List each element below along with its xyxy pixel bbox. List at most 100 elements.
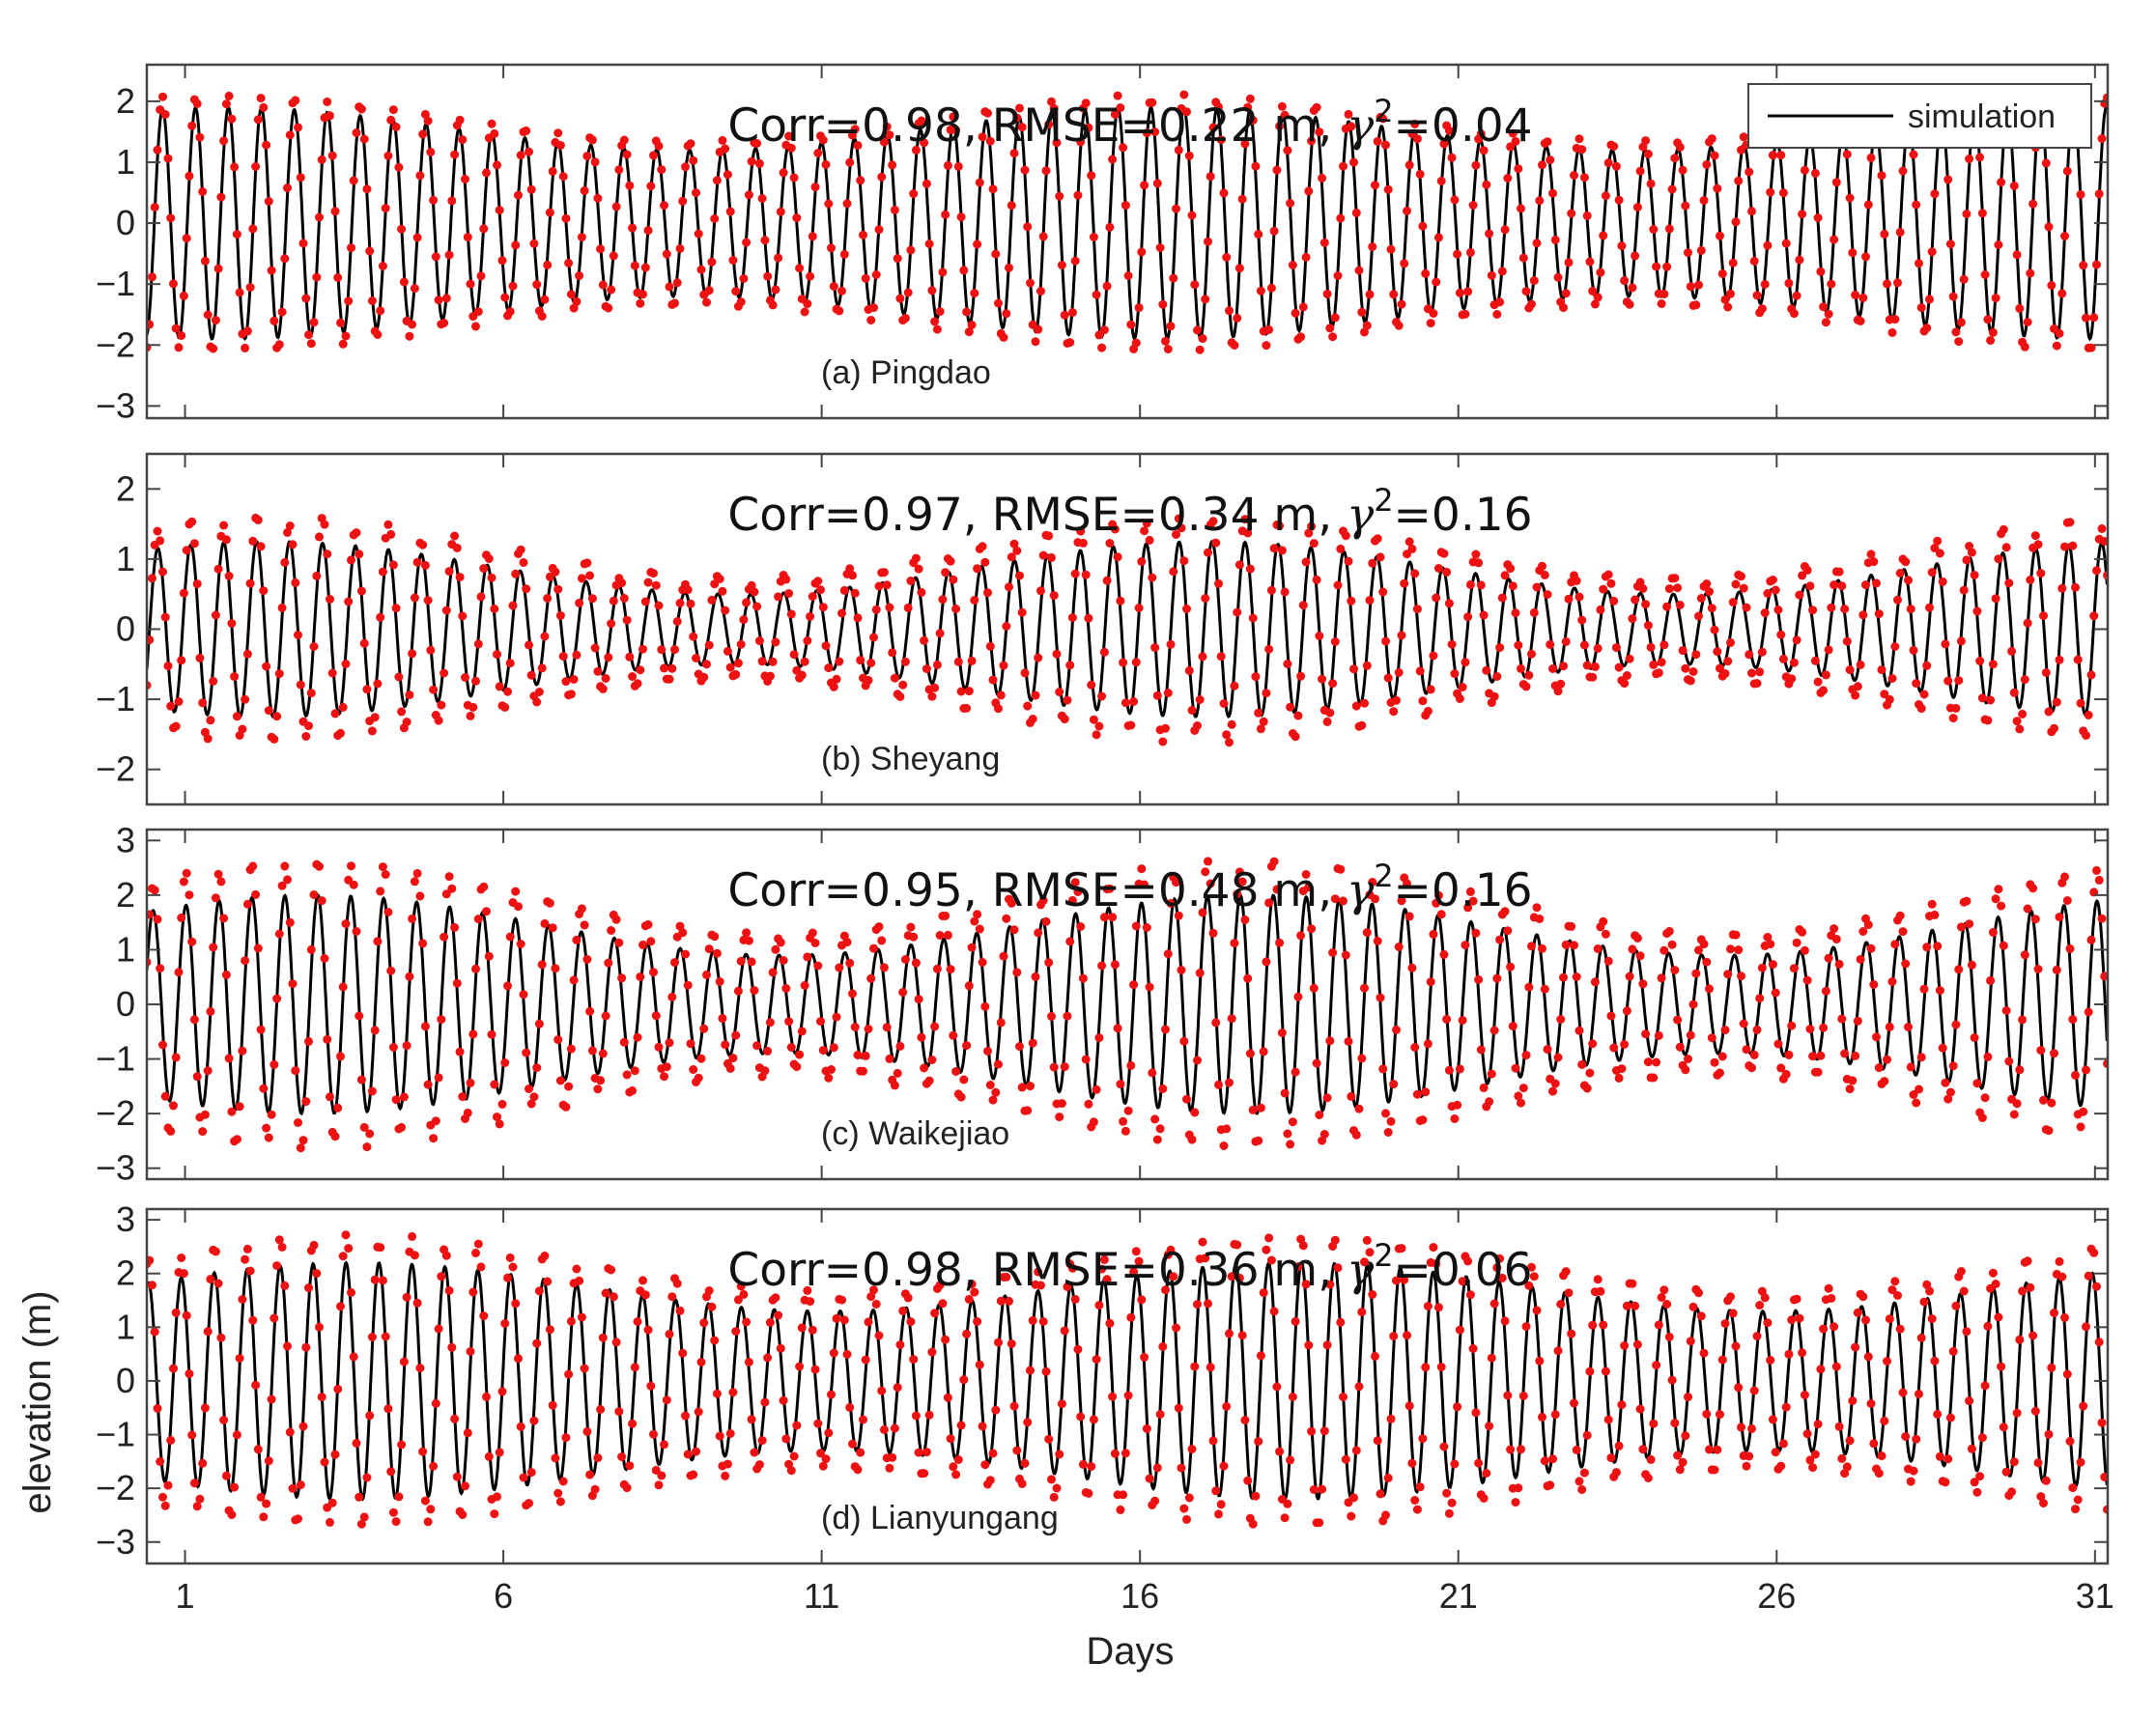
observation-point xyxy=(376,1243,385,1253)
observation-point xyxy=(1432,277,1441,287)
observation-point xyxy=(768,657,778,666)
observation-point xyxy=(1208,1436,1218,1446)
observation-point xyxy=(1158,737,1168,746)
observation-point xyxy=(2050,1049,2058,1058)
observation-point xyxy=(949,575,958,584)
observation-point xyxy=(2052,965,2061,974)
observation-point xyxy=(1190,280,1200,290)
observation-point xyxy=(1670,154,1680,163)
observation-point xyxy=(270,316,279,325)
observation-point xyxy=(323,549,332,559)
observation-point xyxy=(956,1092,966,1102)
observation-point xyxy=(1737,572,1745,581)
observation-point xyxy=(381,870,390,879)
observation-point xyxy=(1535,1356,1545,1366)
observation-point xyxy=(206,716,215,725)
observation-point xyxy=(1487,1353,1496,1363)
observation-point xyxy=(209,344,218,353)
observation-point xyxy=(1945,239,1955,249)
y-tick-label: 0 xyxy=(116,609,135,649)
observation-point xyxy=(1805,1455,1815,1465)
observation-point xyxy=(476,1262,486,1272)
observation-point xyxy=(1129,697,1139,706)
x-tick-label: 1 xyxy=(176,1576,195,1616)
observation-point xyxy=(824,1428,834,1438)
observation-point xyxy=(412,1298,422,1308)
observation-point xyxy=(1686,1030,1695,1040)
stats-symbol: γ xyxy=(1347,99,1375,153)
observation-point xyxy=(1277,1028,1287,1037)
observation-point xyxy=(1532,903,1542,913)
observation-point xyxy=(209,676,218,686)
observation-point xyxy=(1195,969,1205,978)
observation-point xyxy=(718,1014,727,1024)
observation-point xyxy=(1426,685,1435,694)
observation-point xyxy=(216,877,226,887)
observation-point xyxy=(1293,711,1303,720)
observation-point xyxy=(148,574,156,583)
observation-point xyxy=(874,1331,884,1340)
observation-point xyxy=(1898,1388,1908,1397)
observation-point xyxy=(1861,252,1870,262)
observation-point xyxy=(1429,1243,1438,1253)
observation-point xyxy=(689,155,698,165)
observation-point xyxy=(1941,639,1950,649)
observation-point xyxy=(810,1365,820,1374)
observation-point xyxy=(1277,101,1287,111)
observation-point xyxy=(241,694,250,704)
observation-point xyxy=(710,1336,720,1345)
observation-point xyxy=(962,1329,972,1338)
observation-point xyxy=(1649,225,1659,234)
observation-point xyxy=(866,1292,876,1302)
observation-point xyxy=(304,721,313,731)
observation-point xyxy=(288,540,298,549)
observation-point xyxy=(795,264,805,273)
observation-point xyxy=(2023,904,2032,914)
observation-point xyxy=(1386,1116,1396,1126)
observation-point xyxy=(1392,1276,1401,1285)
observation-point xyxy=(1201,867,1210,877)
observation-point xyxy=(1848,248,1858,258)
observation-point xyxy=(431,1398,440,1408)
observation-point xyxy=(285,1427,295,1437)
observation-point xyxy=(1988,927,1998,937)
observation-point xyxy=(1977,209,1987,218)
observation-point xyxy=(365,1411,375,1421)
observation-point xyxy=(1667,940,1677,949)
observation-point xyxy=(781,1434,791,1444)
observation-point xyxy=(408,649,417,659)
observation-series xyxy=(147,857,2108,1153)
observation-point xyxy=(2041,668,2051,677)
observation-point xyxy=(1187,1135,1197,1144)
observation-point xyxy=(1031,337,1040,347)
observation-point xyxy=(569,975,579,985)
observation-point xyxy=(665,674,674,684)
observation-point xyxy=(482,907,491,916)
stats-symbol: γ xyxy=(1347,864,1375,917)
observation-point xyxy=(294,1514,302,1524)
observation-point xyxy=(1330,637,1340,646)
observation-point xyxy=(806,611,815,621)
observation-point xyxy=(765,1317,775,1327)
observation-point xyxy=(832,1012,841,1022)
observation-point xyxy=(1935,986,1944,996)
observation-point xyxy=(903,1293,913,1303)
observation-point xyxy=(2026,268,2035,278)
observation-point xyxy=(1248,1105,1258,1114)
observation-point xyxy=(1532,582,1542,592)
observation-point xyxy=(1511,1498,1520,1507)
observation-point xyxy=(2097,523,2107,533)
observation-point xyxy=(555,1076,565,1085)
observation-point xyxy=(906,245,916,255)
observation-point xyxy=(280,557,290,567)
observation-point xyxy=(582,1426,592,1436)
observation-point xyxy=(1140,1352,1149,1362)
observation-point xyxy=(1975,153,1985,162)
observation-point xyxy=(511,887,521,896)
observation-point xyxy=(1429,651,1438,661)
y-tick-label: 2 xyxy=(116,875,135,915)
observation-point xyxy=(598,1049,608,1058)
observation-point xyxy=(1593,944,1603,953)
observation-point xyxy=(1614,195,1624,205)
observation-point xyxy=(1020,165,1030,175)
